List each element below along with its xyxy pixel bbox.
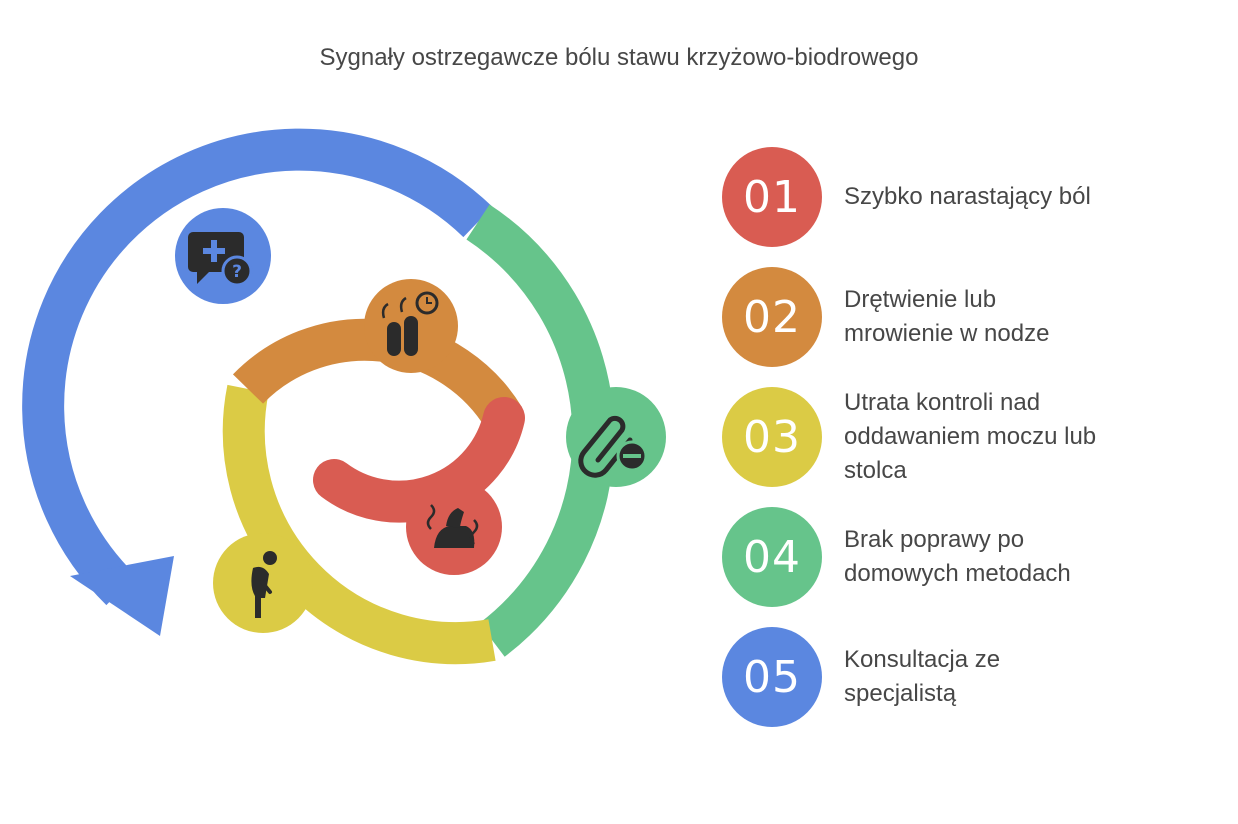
- spiral-arrow-head: [70, 556, 174, 636]
- bent-person-icon: [213, 533, 313, 633]
- svg-text:?: ?: [232, 262, 242, 282]
- paperclip-minus-icon: [566, 387, 666, 487]
- spiral-segment-blue: [22, 128, 493, 606]
- medical-question-icon: ?: [175, 208, 271, 304]
- legend-label: Drętwienie lub mrowienie w nodze: [844, 286, 1050, 347]
- legend-number-circle: 04: [722, 507, 822, 607]
- legend-number: 01: [743, 171, 801, 223]
- legend-number-circle: 03: [722, 387, 822, 487]
- legend-number: 02: [743, 291, 801, 343]
- legend-item-01: 01 Szybko narastający ból: [722, 147, 1202, 247]
- legend-number-circle: 05: [722, 627, 822, 727]
- legend-label: Utrata kontroli nad oddawaniem moczu lub…: [844, 389, 1097, 484]
- legend-number: 04: [743, 531, 801, 583]
- legend-label: Szybko narastający ból: [844, 183, 1091, 210]
- legend-item-03: 03 Utrata kontroli nad oddawaniem moczu …: [722, 387, 1202, 487]
- legend-item-02: 02 Drętwienie lub mrowienie w nodze: [722, 267, 1202, 367]
- legend-number: 03: [743, 411, 801, 463]
- legend-label: Brak poprawy po domowych metodach: [844, 526, 1071, 587]
- diagram-title: Sygnały ostrzegawcze bólu stawu krzyżowo…: [319, 44, 919, 71]
- legend-number: 05: [743, 651, 801, 703]
- spiral-diagram: ?: [22, 128, 666, 665]
- legend-label: Konsultacja ze specjalistą: [844, 646, 1001, 707]
- numb-fingers-clock-icon: [364, 279, 458, 373]
- legend-item-05: 05 Konsultacja ze specjalistą: [722, 627, 1202, 727]
- legend-item-04: 04 Brak poprawy po domowych metodach: [722, 507, 1202, 607]
- legend-number-circle: 02: [722, 267, 822, 367]
- pain-spine-icon: [406, 479, 502, 575]
- legend-number-circle: 01: [722, 147, 822, 247]
